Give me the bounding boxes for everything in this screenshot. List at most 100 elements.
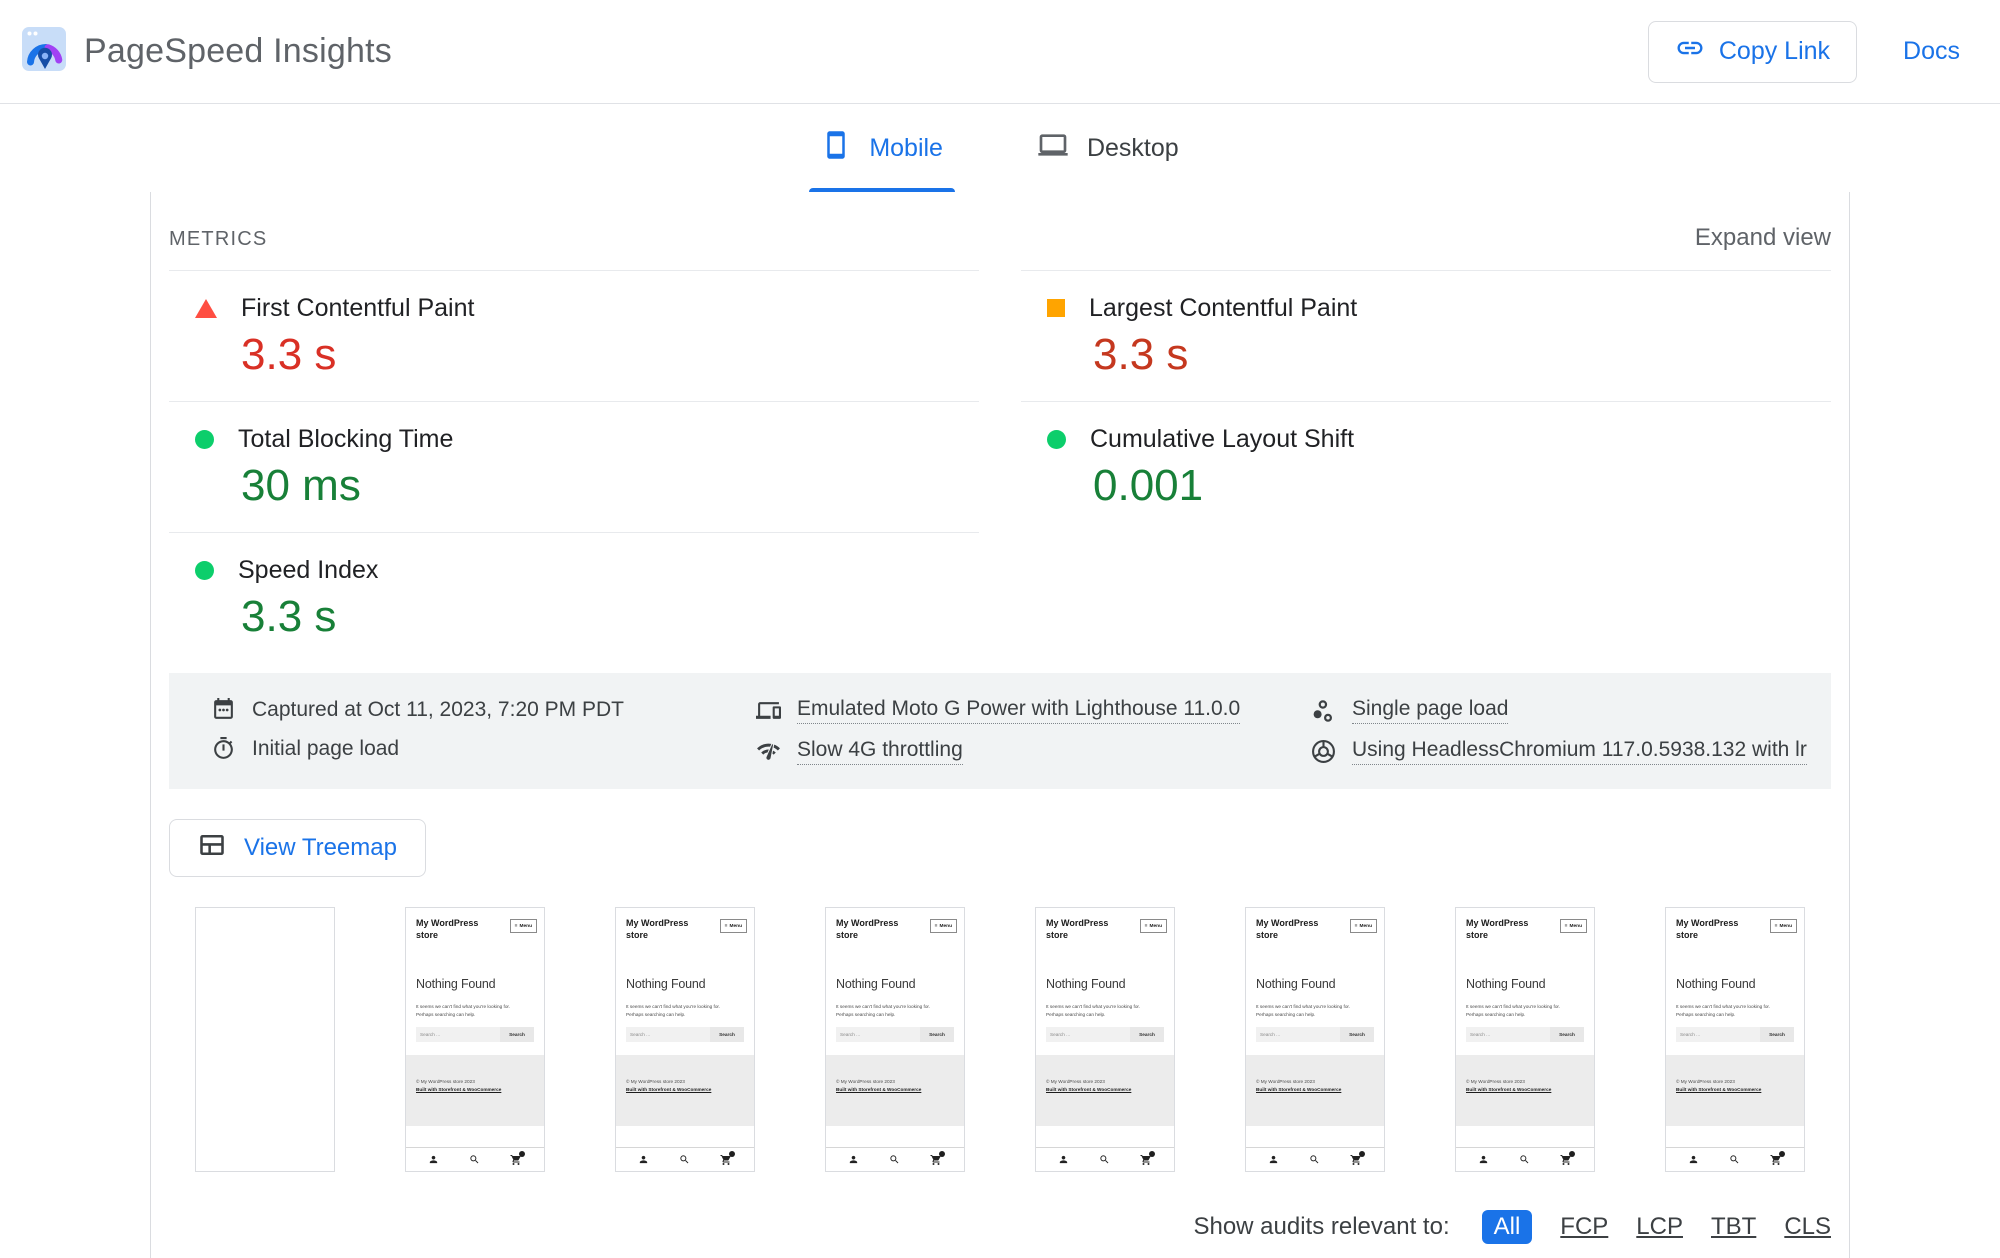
stopwatch-icon [214,737,233,759]
person-icon [1689,1155,1698,1164]
thumb-body-text: It seems we can't find what you're looki… [1256,1004,1351,1017]
treemap-icon [198,831,226,866]
desktop-laptop-icon [1037,129,1069,168]
search-icon [1310,1155,1319,1164]
cart-icon [510,1150,525,1166]
screenshot-filmstrip: My WordPress store ≡ Menu Nothing Found … [169,907,1831,1172]
thumb-footer: © My WordPress store 2023 Built with Sto… [616,1054,754,1126]
thumb-bottom-nav [616,1147,754,1171]
thumb-search-button: Search [1550,1026,1584,1042]
audit-filter-cls[interactable]: CLS [1784,1213,1831,1240]
search-icon [1520,1155,1529,1164]
person-icon [639,1155,648,1164]
thumb-footer: © My WordPress store 2023 Built with Sto… [1456,1054,1594,1126]
thumb-heading: Nothing Found [1256,977,1336,992]
hamburger-icon: ≡ [934,923,938,929]
cart-icon [720,1150,735,1166]
metric-total-blocking-time: Total Blocking Time 30 ms [169,401,979,532]
thumb-bottom-nav [1456,1147,1594,1171]
search-icon [680,1155,689,1164]
emulated-device[interactable]: Emulated Moto G Power with Lighthouse 11… [756,697,1311,724]
mobile-phone-icon [821,130,851,167]
hamburger-icon: ≡ [1564,923,1568,929]
thumb-bottom-nav [826,1147,964,1171]
filmstrip-frame: My WordPress store ≡ Menu Nothing Found … [615,907,755,1172]
thumb-body-text: It seems we can't find what you're looki… [626,1004,721,1017]
thumb-search-button: Search [920,1026,954,1042]
thumb-footer: © My WordPress store 2023 Built with Sto… [826,1054,964,1126]
thumb-bottom-nav [406,1147,544,1171]
brand[interactable]: PageSpeed Insights [22,27,392,76]
filmstrip-frame: My WordPress store ≡ Menu Nothing Found … [1035,907,1175,1172]
app-header: PageSpeed Insights Copy Link Docs [0,0,2000,104]
tab-mobile[interactable]: Mobile [809,104,955,192]
thumb-bottom-nav [1246,1147,1384,1171]
view-treemap-button[interactable]: View Treemap [169,819,426,877]
thumb-search-input: Search ... [626,1026,710,1042]
metrics-grid-filler [1021,532,1831,663]
filmstrip-frame: My WordPress store ≡ Menu Nothing Found … [825,907,965,1172]
thumb-footer: © My WordPress store 2023 Built with Sto… [1036,1054,1174,1126]
initial-page-load: Initial page load [211,736,756,761]
copy-link-button[interactable]: Copy Link [1647,20,1858,83]
metric-cumulative-layout-shift: Cumulative Layout Shift 0.001 [1021,401,1831,532]
thumb-bottom-nav [1036,1147,1174,1171]
thumb-site-title: My WordPress store [836,918,899,941]
page-title: PageSpeed Insights [84,32,392,70]
metric-value: 3.3 s [241,330,337,379]
thumb-search-input: Search ... [1466,1026,1550,1042]
docs-link[interactable]: Docs [1903,37,1960,65]
audit-filter-lcp[interactable]: LCP [1636,1213,1683,1240]
devices-icon [756,702,781,719]
thumb-menu-button: ≡ Menu [509,919,537,933]
audit-filter-row: Show audits relevant to: All FCP LCP TBT… [169,1210,1831,1244]
filmstrip-frame: My WordPress store ≡ Menu Nothing Found … [1665,907,1805,1172]
thumb-footer: © My WordPress store 2023 Built with Sto… [1246,1054,1384,1126]
capture-info-bar: Captured at Oct 11, 2023, 7:20 PM PDT In… [169,673,1831,789]
tab-mobile-label: Mobile [869,133,943,162]
thumb-footer: © My WordPress store 2023 Built with Sto… [1666,1054,1804,1126]
metrics-grid: First Contentful Paint 3.3 s Largest Con… [169,270,1831,663]
search-icon [890,1155,899,1164]
person-icon [429,1155,438,1164]
thumb-menu-button: ≡ Menu [719,919,747,933]
audit-filter-tbt[interactable]: TBT [1710,1213,1757,1240]
hamburger-icon: ≡ [1144,923,1148,929]
thumb-site-title: My WordPress store [1466,918,1529,941]
thumb-search-button: Search [710,1026,744,1042]
thumb-site-title: My WordPress store [626,918,689,941]
hamburger-icon: ≡ [724,923,728,929]
audit-filter-fcp[interactable]: FCP [1560,1213,1609,1240]
search-icon [470,1155,479,1164]
thumb-menu-button: ≡ Menu [1769,919,1797,933]
link-icon [1675,33,1705,70]
thumb-site-title: My WordPress store [1676,918,1739,941]
throttling[interactable]: Slow 4G throttling [756,738,1311,765]
hamburger-icon: ≡ [514,923,518,929]
expand-view-link[interactable]: Expand view [1694,224,1831,251]
cart-icon [1350,1150,1365,1166]
thumb-site-title: My WordPress store [1046,918,1109,941]
fail-triangle-icon [195,298,217,318]
thumb-menu-button: ≡ Menu [1349,919,1377,933]
single-page-load[interactable]: Single page load [1311,697,1811,724]
thumb-search-button: Search [500,1026,534,1042]
calendar-icon [214,698,233,719]
cart-icon [1560,1150,1575,1166]
filmstrip-frame: My WordPress store ≡ Menu Nothing Found … [405,907,545,1172]
metrics-section-heading: METRICS [169,228,268,250]
person-icon [1479,1155,1488,1164]
tab-desktop[interactable]: Desktop [1025,104,1191,192]
thumb-heading: Nothing Found [1466,977,1546,992]
audit-filter-all[interactable]: All [1481,1210,1533,1244]
pass-circle-icon [195,560,214,580]
thumb-body-text: It seems we can't find what you're looki… [1676,1004,1771,1017]
thumb-search-button: Search [1130,1026,1164,1042]
metric-value: 30 ms [241,461,361,510]
thumb-heading: Nothing Found [626,977,706,992]
thumb-search-input: Search ... [1046,1026,1130,1042]
thumb-body-text: It seems we can't find what you're looki… [416,1004,511,1017]
thumb-body-text: It seems we can't find what you're looki… [1466,1004,1561,1017]
filmstrip-frame: My WordPress store ≡ Menu Nothing Found … [1245,907,1385,1172]
browser-version[interactable]: Using HeadlessChromium 117.0.5938.132 wi… [1311,738,1811,765]
